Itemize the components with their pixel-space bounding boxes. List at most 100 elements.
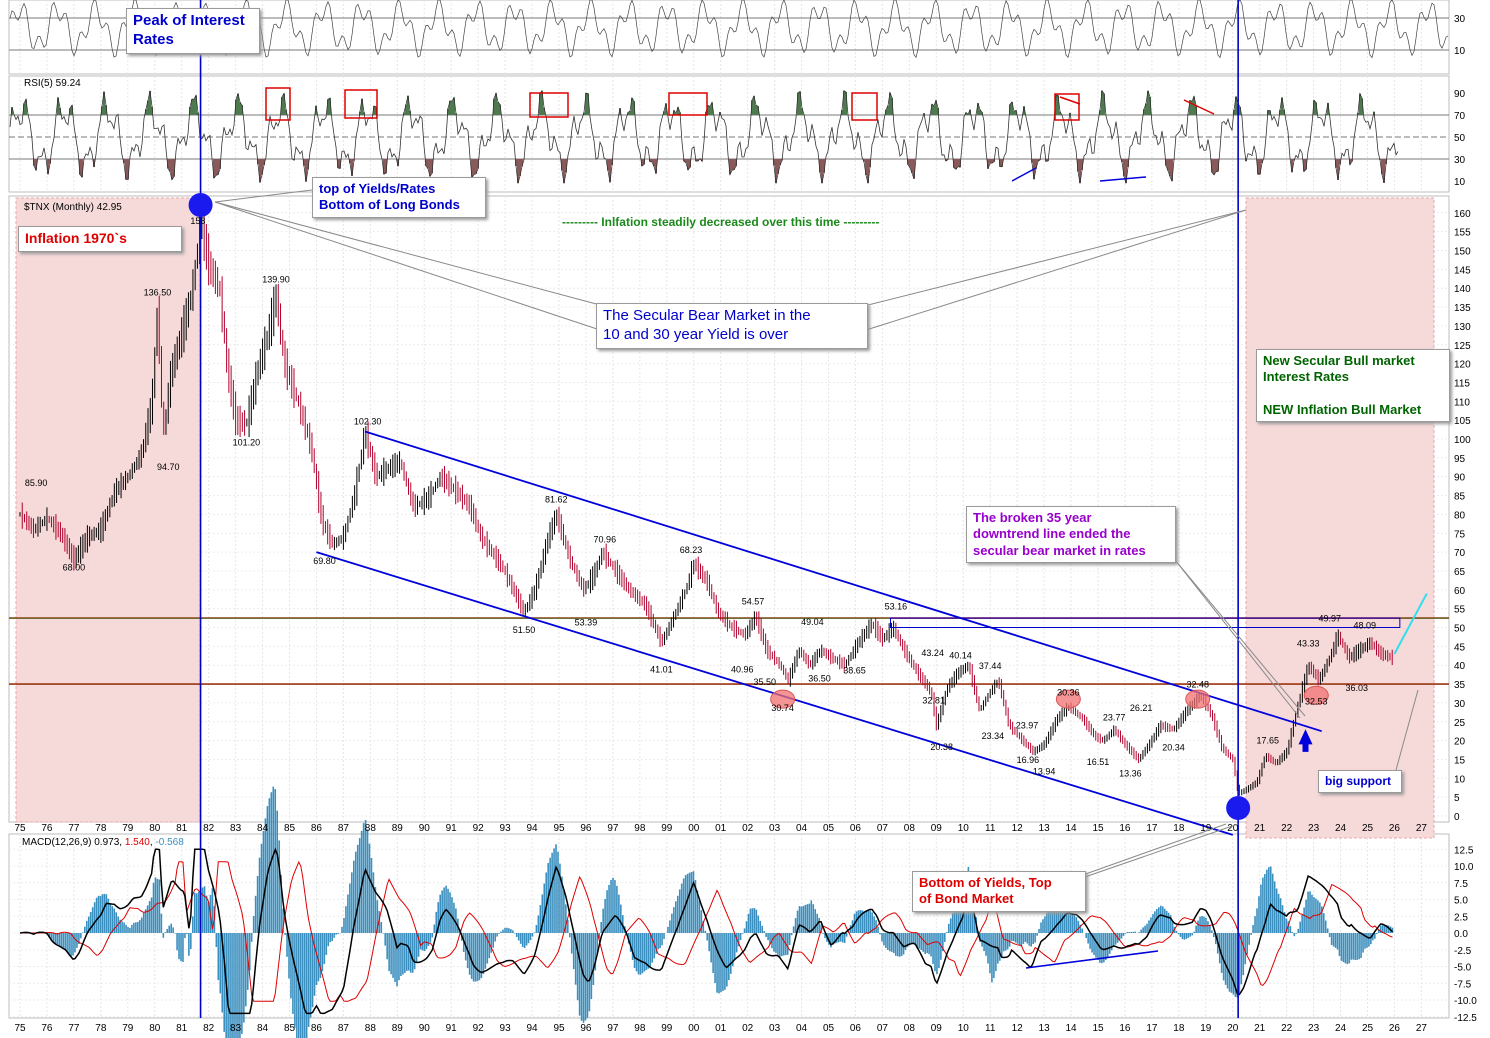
x-tick-label-bottom: 11 bbox=[985, 1023, 996, 1034]
price-tick-label: 150 bbox=[1454, 247, 1471, 258]
annotation-top-yields: top of Yields/Rates Bottom of Long Bonds bbox=[312, 177, 486, 218]
callout-leader-line bbox=[867, 209, 1247, 306]
price-label: $TNX (Monthly) 42.95 bbox=[24, 202, 122, 213]
x-tick-label-bottom: 96 bbox=[580, 1023, 592, 1034]
price-tick-label: 70 bbox=[1454, 548, 1466, 559]
callout-leader-line bbox=[214, 189, 313, 203]
callout-leader-line bbox=[214, 201, 601, 331]
price-value-label: 43.24 bbox=[921, 648, 944, 658]
x-tick-label-bottom: 81 bbox=[176, 1023, 188, 1034]
price-tick-label: 85 bbox=[1454, 492, 1466, 503]
x-tick-label-bottom: 91 bbox=[446, 1023, 458, 1034]
price-value-label: 23.34 bbox=[982, 731, 1005, 741]
x-tick-label-bottom: 77 bbox=[68, 1023, 80, 1034]
price-projection-line bbox=[1393, 593, 1428, 655]
x-tick-label: 20 bbox=[1227, 823, 1239, 834]
x-tick-label-bottom: 19 bbox=[1200, 1023, 1212, 1034]
x-tick-label-bottom: 01 bbox=[715, 1023, 727, 1034]
x-tick-label: 11 bbox=[985, 823, 996, 834]
top-tick-label: 10 bbox=[1454, 46, 1466, 57]
price-tick-label: 65 bbox=[1454, 567, 1466, 578]
price-value-label: 16.51 bbox=[1087, 757, 1110, 767]
price-tick-label: 20 bbox=[1454, 737, 1466, 748]
price-tick-label: 115 bbox=[1454, 378, 1470, 389]
macd-tick-label: -2.5 bbox=[1454, 946, 1472, 957]
x-tick-label: 94 bbox=[526, 823, 538, 834]
x-tick-label-bottom: 92 bbox=[473, 1023, 485, 1034]
x-tick-label: 75 bbox=[14, 823, 26, 834]
x-tick-label: 00 bbox=[688, 823, 700, 834]
x-tick-label-bottom: 82 bbox=[203, 1023, 215, 1034]
annotation-secular-bear: The Secular Bear Market in the 10 and 30… bbox=[596, 303, 868, 349]
x-tick-label: 93 bbox=[500, 823, 512, 834]
price-value-label: 38.65 bbox=[843, 665, 866, 675]
rsi-red-divergence bbox=[1183, 99, 1215, 115]
macd-tick-label: 2.5 bbox=[1454, 912, 1468, 923]
x-tick-label: 24 bbox=[1335, 823, 1347, 834]
x-tick-label: 96 bbox=[580, 823, 592, 834]
price-support-oval bbox=[770, 689, 796, 709]
x-tick-label-bottom: 99 bbox=[661, 1023, 673, 1034]
price-value-label: 26.21 bbox=[1130, 703, 1153, 713]
price-value-label: 40.14 bbox=[949, 651, 972, 661]
price-value-label: 102.30 bbox=[354, 416, 382, 426]
rsi-line bbox=[9, 89, 1399, 184]
price-consolidation-box bbox=[889, 617, 1401, 629]
x-tick-label-bottom: 05 bbox=[823, 1023, 835, 1034]
rsi-blue-divergence bbox=[1011, 167, 1037, 182]
rsi-red-divergence bbox=[1059, 96, 1081, 105]
x-tick-label: 83 bbox=[230, 823, 242, 834]
macd-signal-line bbox=[20, 860, 1393, 1002]
price-value-label: 158 bbox=[190, 216, 205, 226]
x-tick-label: 26 bbox=[1389, 823, 1401, 834]
x-tick-label-bottom: 95 bbox=[553, 1023, 565, 1034]
rsi-highlight-box bbox=[344, 89, 378, 119]
rsi-blue-divergence bbox=[1099, 176, 1147, 182]
macd-tick-label: -12.5 bbox=[1454, 1013, 1477, 1024]
x-tick-label-bottom: 98 bbox=[634, 1023, 646, 1034]
x-tick-label-bottom: 13 bbox=[1039, 1023, 1051, 1034]
x-tick-label-bottom: 79 bbox=[122, 1023, 134, 1034]
price-value-label: 20.34 bbox=[1162, 742, 1185, 752]
x-tick-label: 18 bbox=[1173, 823, 1185, 834]
price-value-label: 41.01 bbox=[650, 664, 673, 674]
price-value-label: 85.90 bbox=[25, 478, 48, 488]
rsi-highlight-box bbox=[851, 92, 878, 121]
x-tick-label-bottom: 07 bbox=[877, 1023, 889, 1034]
price-value-label: 51.50 bbox=[513, 625, 536, 635]
macd-signal-value: 1.540 bbox=[125, 837, 150, 848]
price-value-label: 68.00 bbox=[63, 563, 86, 573]
macd-label-prefix: MACD(12,26,9) bbox=[22, 837, 91, 848]
macd-value: 0.973 bbox=[94, 837, 119, 848]
rsi-tick-label: 70 bbox=[1454, 111, 1466, 122]
overlay-layer bbox=[188, 0, 1419, 1018]
price-tick-label: 145 bbox=[1454, 265, 1471, 276]
x-tick-label-bottom: 86 bbox=[311, 1023, 323, 1034]
x-tick-label-bottom: 80 bbox=[149, 1023, 161, 1034]
peak-rates-circle bbox=[188, 193, 213, 217]
price-value-label: 36.50 bbox=[808, 673, 831, 683]
annotation-new-bull: New Secular Bull market Interest Rates N… bbox=[1256, 349, 1450, 422]
price-tick-label: 30 bbox=[1454, 699, 1466, 710]
rsi-tick-label: 90 bbox=[1454, 89, 1466, 100]
macd-divergence-line bbox=[1025, 950, 1159, 969]
x-tick-label: 15 bbox=[1092, 823, 1104, 834]
x-tick-label-bottom: 23 bbox=[1308, 1023, 1320, 1034]
rsi-label: RSI(5) 59.24 bbox=[24, 78, 81, 89]
macd-hist-value: -0.568 bbox=[155, 837, 184, 848]
price-value-label: 53.39 bbox=[575, 618, 598, 628]
x-tick-label-bottom: 97 bbox=[607, 1023, 619, 1034]
rsi-tick-label: 10 bbox=[1454, 177, 1466, 188]
price-value-label: 16.96 bbox=[1017, 755, 1040, 765]
price-value-label: 35.50 bbox=[753, 677, 776, 687]
price-tick-label: 155 bbox=[1454, 228, 1471, 239]
x-tick-label: 78 bbox=[95, 823, 107, 834]
macd-tick-label: -5.0 bbox=[1454, 963, 1472, 974]
price-support-oval bbox=[1303, 685, 1329, 705]
x-tick-label-bottom: 25 bbox=[1362, 1023, 1374, 1034]
x-tick-label: 80 bbox=[149, 823, 161, 834]
x-tick-label-bottom: 18 bbox=[1173, 1023, 1185, 1034]
annotation-inflation-decreased: --------- Inlfation steadily decreased o… bbox=[562, 215, 880, 229]
x-tick-label: 85 bbox=[284, 823, 296, 834]
x-tick-label: 10 bbox=[958, 823, 970, 834]
